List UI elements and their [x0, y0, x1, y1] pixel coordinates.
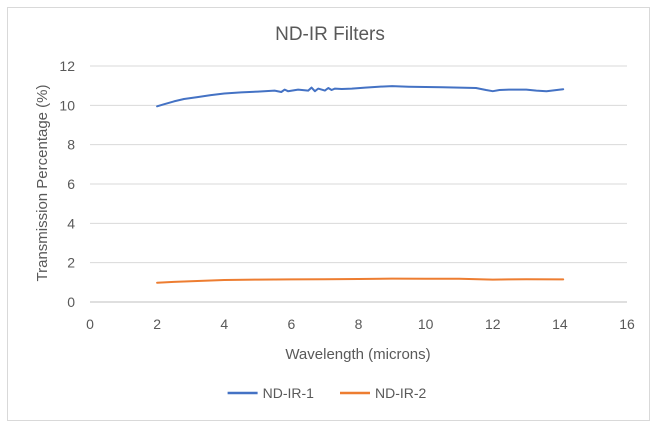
x-tick-label: 8	[355, 316, 363, 332]
chart-area	[7, 7, 650, 421]
y-tick-label: 0	[67, 294, 75, 310]
x-tick-label: 4	[220, 316, 228, 332]
y-axis-title: Transmission Percentage (%)	[34, 84, 51, 281]
legend-item-nd-ir-1: ND-IR-1	[227, 385, 315, 401]
legend-item-nd-ir-2: ND-IR-2	[340, 385, 427, 401]
x-tick-label: 0	[86, 316, 94, 332]
chart-title: ND-IR Filters	[275, 24, 385, 45]
x-axis-title: Wavelength (microns)	[285, 346, 430, 363]
x-tick-label: 14	[552, 316, 568, 332]
x-tick-label: 2	[153, 316, 161, 332]
legend-label: ND-IR-1	[263, 385, 315, 401]
x-tick-label: 10	[418, 316, 434, 332]
gridlines	[90, 65, 627, 264]
series-line-nd-ir-1	[156, 85, 565, 108]
legend-label: ND-IR-2	[375, 385, 427, 401]
series-line-nd-ir-2	[156, 277, 565, 284]
y-tick-label: 8	[67, 137, 75, 153]
legend: ND-IR-1 ND-IR-2	[227, 385, 427, 401]
x-tick-label: 12	[485, 316, 501, 332]
y-tick-label: 2	[67, 255, 75, 271]
x-tick-label: 6	[287, 316, 295, 332]
y-tick-label: 12	[59, 58, 75, 74]
series-lines	[156, 85, 565, 284]
y-tick-label: 10	[59, 97, 75, 113]
axes: 0 2 4 6 8 10 12 0 2 4 6 8 10 12 14 16	[59, 58, 635, 332]
y-tick-label: 6	[67, 176, 75, 192]
x-tick-label: 16	[619, 316, 635, 332]
y-tick-label: 4	[67, 215, 75, 231]
